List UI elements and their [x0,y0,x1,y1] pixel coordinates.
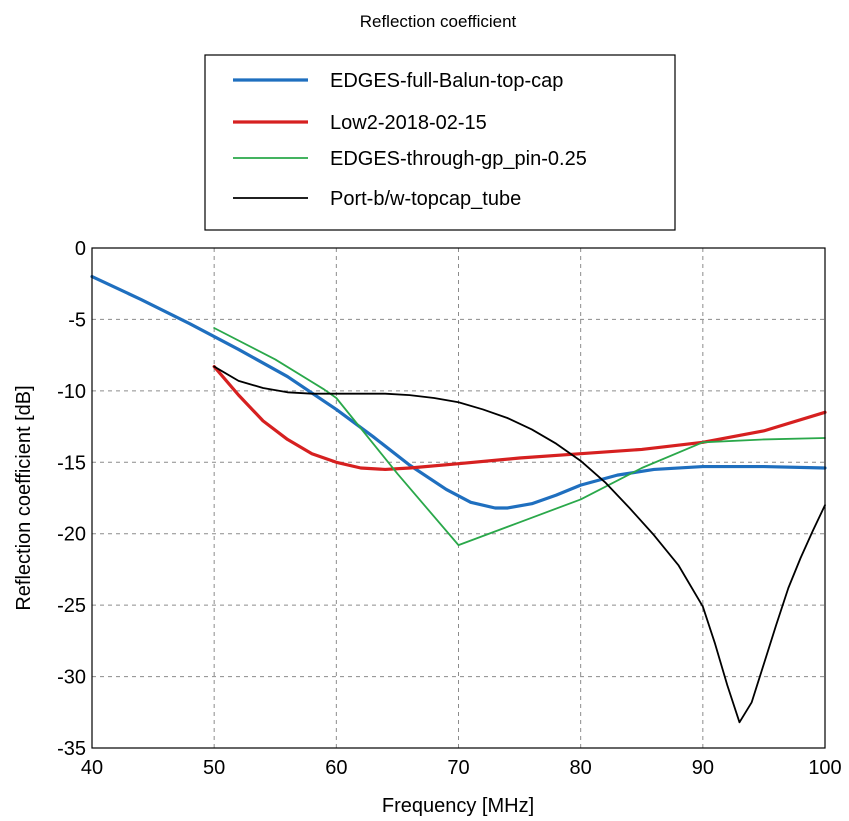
x-axis-label: Frequency [MHz] [382,795,534,817]
y-tick-label: -20 [57,524,86,546]
legend-label-1: Low2-2018-02-15 [330,112,487,134]
legend-label-3: Port-b/w-topcap_tube [330,188,521,210]
series-line-2 [213,327,826,547]
plot-frame [91,247,826,749]
y-tick-label: -30 [57,667,86,689]
y-axis-label: Reflection coefficient [dB] [13,385,35,610]
x-tick-label: 60 [325,757,347,779]
chart-title: Reflection coefficient [360,12,517,31]
x-tick-label: 40 [81,757,103,779]
legend-box [204,54,676,231]
legend-label-0: EDGES-full-Balun-top-cap [330,70,563,92]
y-tick-label: -5 [68,309,86,331]
y-tick-label: -35 [57,738,86,760]
series-line-0 [90,274,827,510]
series-line-3 [213,365,826,724]
x-tick-label: 90 [692,757,714,779]
legend-label-2: EDGES-through-gp_pin-0.25 [330,148,587,170]
x-axis-ticks: 40 50 60 70 80 90 100 [81,757,842,779]
series-line-1 [212,364,827,472]
x-tick-label: 100 [808,757,841,779]
grid [92,248,825,748]
x-tick-label: 50 [203,757,225,779]
y-axis-ticks: 0 -5 -10 -15 -20 -25 -30 -35 [57,238,86,760]
y-tick-label: -10 [57,381,86,403]
y-tick-label: -25 [57,595,86,617]
y-tick-label: -15 [57,452,86,474]
y-tick-label: 0 [75,238,86,260]
x-tick-label: 70 [447,757,469,779]
plot-series [90,274,827,724]
x-tick-label: 80 [570,757,592,779]
legend: EDGES-full-Balun-top-cap Low2-2018-02-15 E… [204,54,676,231]
